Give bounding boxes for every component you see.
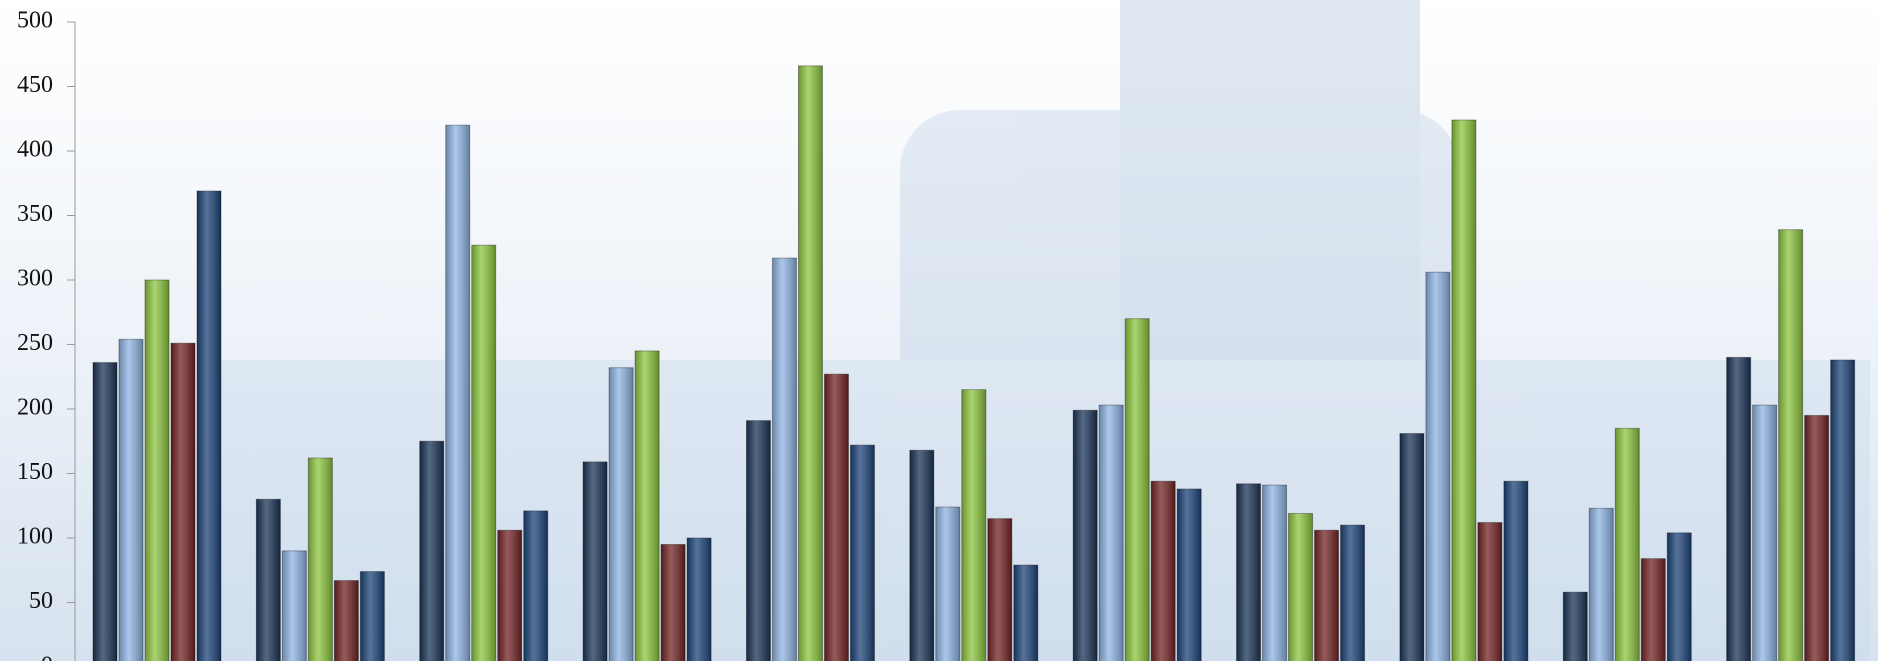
bar — [1752, 404, 1778, 661]
bar — [1399, 433, 1425, 661]
bar — [745, 420, 771, 661]
bar — [144, 279, 170, 661]
bar — [935, 506, 961, 661]
bar — [1013, 564, 1039, 661]
bar — [1288, 512, 1314, 661]
bar — [1150, 480, 1176, 661]
bar — [471, 244, 497, 661]
bar — [1588, 507, 1614, 661]
bar — [1614, 427, 1640, 661]
bar — [1340, 524, 1366, 661]
bar — [255, 498, 281, 661]
bar — [196, 190, 222, 661]
bar — [608, 367, 634, 661]
y-tick-label: 300 — [17, 266, 53, 292]
bar — [961, 389, 987, 661]
bar — [634, 350, 660, 661]
bar — [523, 510, 549, 661]
bar — [1778, 229, 1804, 661]
bar — [333, 580, 359, 661]
bar — [359, 571, 385, 661]
bar — [987, 518, 1013, 661]
bar — [281, 550, 307, 661]
bar — [1314, 529, 1340, 661]
bar — [497, 529, 523, 661]
bar — [307, 457, 333, 661]
y-tick-label: 200 — [17, 395, 53, 421]
bar — [118, 338, 144, 661]
y-tick-label: 400 — [17, 137, 53, 163]
bar — [1451, 119, 1477, 661]
bar — [1640, 558, 1666, 661]
y-tick-label: 250 — [17, 330, 53, 356]
bar — [582, 461, 608, 661]
bar — [1124, 318, 1150, 661]
bar — [823, 373, 849, 661]
bar — [92, 362, 118, 661]
bar — [660, 543, 686, 661]
bar — [1804, 414, 1830, 661]
bar — [686, 537, 712, 661]
bar — [1562, 591, 1588, 661]
bar — [1262, 484, 1288, 661]
bar — [1176, 488, 1202, 661]
bar — [909, 449, 935, 661]
y-tick-label: 50 — [29, 588, 53, 614]
y-tick-label: 100 — [17, 524, 53, 550]
bar — [1726, 356, 1752, 661]
bar — [1830, 359, 1856, 661]
bar — [170, 342, 196, 661]
bar — [771, 257, 797, 661]
y-tick-label: 0 — [41, 653, 53, 661]
y-tick-label: 500 — [17, 8, 53, 34]
bar — [1236, 483, 1262, 661]
bar — [1098, 404, 1124, 661]
bar — [1477, 522, 1503, 661]
y-tick-label: 350 — [17, 201, 53, 227]
bar — [1666, 532, 1692, 661]
bar — [419, 440, 445, 661]
bar — [1503, 480, 1529, 661]
y-tick-label: 450 — [17, 72, 53, 98]
bar — [849, 444, 875, 661]
bar — [1072, 409, 1098, 661]
bar — [1425, 271, 1451, 661]
bar — [445, 124, 471, 661]
bar — [797, 65, 823, 661]
y-tick-label: 150 — [17, 459, 53, 485]
